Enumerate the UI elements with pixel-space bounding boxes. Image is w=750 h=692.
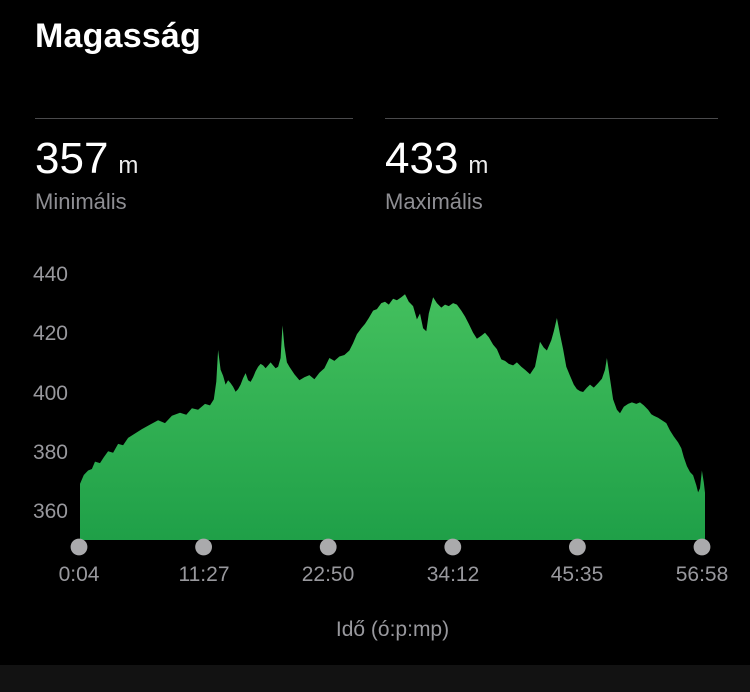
x-axis-dot xyxy=(319,538,337,556)
x-axis-tick-label: 56:58 xyxy=(675,563,729,586)
max-unit: m xyxy=(468,152,489,179)
max-value: 433 xyxy=(385,134,459,183)
x-axis-tick-label: 11:27 xyxy=(178,563,230,586)
bottom-section-divider xyxy=(0,665,750,692)
x-axis-dot xyxy=(444,538,462,556)
y-axis-tick-label: 400 xyxy=(32,382,68,405)
y-axis-tick-label: 420 xyxy=(32,322,68,345)
x-axis-dot xyxy=(569,538,586,556)
stat-block-maximum: 433 m Maximális xyxy=(385,118,718,215)
max-label: Maximális xyxy=(385,189,483,214)
x-axis-dots xyxy=(70,538,711,556)
x-axis-title: Idő (ó:p:mp) xyxy=(335,618,450,641)
x-axis-tick-label: 34:12 xyxy=(426,563,480,586)
y-axis-tick-label: 360 xyxy=(32,500,68,523)
x-axis-tick-label: 45:35 xyxy=(550,563,604,586)
min-value: 357 xyxy=(35,134,109,183)
page-title: Magasság xyxy=(35,17,202,55)
y-axis-tick-label: 380 xyxy=(32,441,68,464)
x-axis-dot xyxy=(70,538,88,556)
min-value-row: 357 m xyxy=(35,136,353,182)
min-unit: m xyxy=(118,152,139,179)
max-value-row: 433 m xyxy=(385,136,718,182)
min-label: Minimális xyxy=(35,189,127,214)
x-axis-tick-label: 22:50 xyxy=(301,563,355,586)
elevation-area-fill xyxy=(80,294,705,540)
x-axis-dot xyxy=(693,538,711,556)
x-axis-dot xyxy=(195,538,213,556)
x-axis-tick-label: 0:04 xyxy=(58,563,100,586)
y-axis-tick-label: 440 xyxy=(32,263,68,286)
stat-block-minimum: 357 m Minimális xyxy=(35,118,353,215)
